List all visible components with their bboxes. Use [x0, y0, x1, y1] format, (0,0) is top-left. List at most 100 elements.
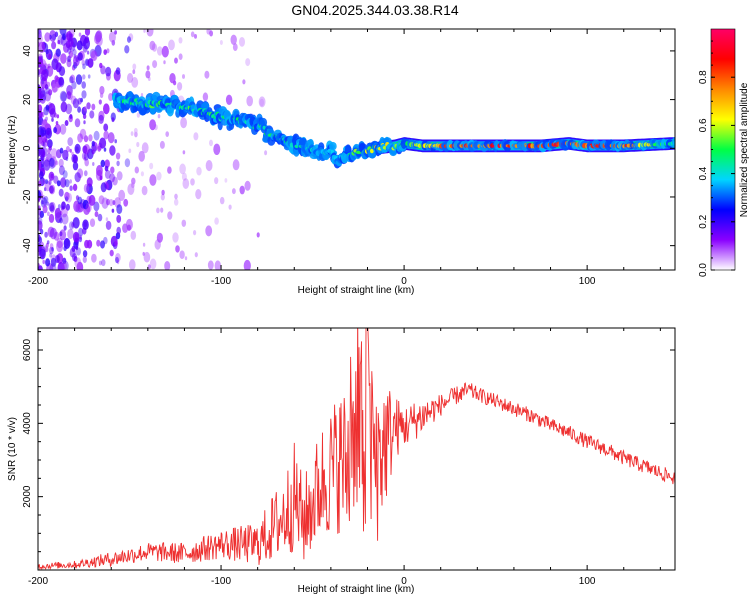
spectrogram-noise-blob — [214, 177, 219, 185]
spectrogram-noise-blob — [111, 117, 115, 123]
spectrogram-noise-blob — [100, 65, 106, 75]
spectrogram-noise-blob — [38, 136, 43, 144]
spectrogram-noise-blob — [38, 29, 42, 41]
spectrogram-noise-blob — [140, 93, 144, 97]
spectrogram-noise-blob — [69, 185, 73, 191]
spectrogram-noise-blob — [98, 99, 102, 105]
spectrogram-noise-blob — [58, 76, 64, 86]
spectrogram-noise-blob — [84, 158, 89, 167]
spectrogram-noise-blob — [74, 172, 81, 183]
spectrogram-noise-blob — [156, 46, 163, 56]
spectrogram-noise-blob — [56, 237, 63, 249]
spectrogram-noise-blob — [256, 232, 260, 238]
spectrogram-x-tick-label: 100 — [579, 276, 596, 287]
spectrogram-noise-blob — [205, 160, 213, 172]
spectrogram-noise-blob — [115, 256, 119, 264]
spectrogram-noise-blob — [138, 150, 145, 162]
spectrogram-noise-blob — [181, 172, 187, 181]
colorbar-tick-label: 0.2 — [698, 214, 709, 228]
spectrogram-noise-blob — [57, 39, 61, 45]
snr-marks — [38, 328, 675, 570]
spectrogram-noise-blob — [78, 32, 82, 37]
colorbar-tick-label: 0.0 — [698, 263, 709, 277]
spectrogram-noise-blob — [55, 48, 61, 57]
spectrogram-noise-blob — [142, 251, 145, 256]
spectrogram-noise-blob — [89, 110, 95, 119]
spectrogram-noise-blob — [103, 123, 109, 132]
spectrogram-noise-blob — [40, 127, 47, 137]
colorbar-label: Normalized spectral amplitude — [739, 82, 750, 217]
spectrogram-noise-blob — [84, 239, 90, 249]
spectrogram-noise-blob — [129, 259, 136, 270]
spectrogram-noise-blob — [38, 206, 42, 216]
spectrogram-noise-blob — [82, 256, 87, 263]
spectrogram-noise-blob — [38, 171, 44, 180]
spectrogram-noise-blob — [232, 188, 236, 195]
spectrogram-noise-blob — [43, 159, 51, 171]
spectrogram-noise-blob — [59, 229, 67, 241]
spectrogram-noise-blob — [74, 143, 81, 154]
spectrogram-noise-blob — [38, 92, 43, 104]
spectrogram-noise-blob — [149, 258, 157, 270]
snr-series-line — [38, 328, 675, 570]
colorbar-gradient — [710, 28, 736, 271]
spectrogram-noise-blob — [86, 177, 93, 187]
spectrogram-noise-blob — [66, 91, 72, 100]
spectrogram-noise-blob — [71, 245, 76, 252]
spectrogram-x-tick-label: -100 — [211, 276, 231, 287]
spectrogram-noise-blob — [213, 143, 221, 155]
spectrogram-noise-blob — [105, 66, 112, 77]
spectrogram-noise-blob — [116, 160, 120, 167]
spectrogram-noise-blob — [209, 139, 213, 147]
spectrogram-noise-blob — [46, 201, 50, 206]
spectrogram-noise-blob — [71, 81, 77, 90]
spectrogram-noise-blob — [207, 260, 214, 270]
spectrogram-noise-blob — [49, 253, 52, 258]
spectrogram-noise-blob — [115, 67, 121, 75]
spectrogram-noise-blob — [145, 70, 151, 79]
spectrogram-noise-blob — [47, 139, 53, 149]
spectrogram-noise-blob — [46, 130, 50, 136]
spectrogram-noise-blob — [131, 77, 139, 88]
spectrogram-noise-blob — [209, 30, 214, 37]
spectrogram-noise-blob — [45, 105, 50, 112]
spectrogram-noise-blob — [89, 218, 96, 227]
spectrogram-noise-blob — [160, 193, 165, 201]
spectrogram-x-axis-label: Height of straight line (km) — [298, 285, 415, 296]
colorbar-ticks: 0.0 0.2 0.4 0.6 0.8 — [698, 40, 735, 277]
spectrogram-noise-blob — [239, 185, 245, 195]
colorbar-tick-label: 0.4 — [698, 166, 709, 180]
spectrogram-noise-blob — [87, 58, 94, 68]
spectrogram-noise-blob — [42, 142, 46, 147]
spectrogram-noise-blob — [239, 37, 245, 47]
spectrogram-noise-blob — [38, 32, 41, 39]
spectrogram-noise-blob — [83, 183, 90, 193]
spectrogram-noise-blob — [99, 137, 107, 149]
spectrogram-noise-blob — [54, 210, 61, 221]
spectrogram-noise-blob — [41, 62, 44, 68]
spectrogram-noise-blob — [149, 162, 154, 170]
spectrogram-noise-blob — [93, 201, 100, 212]
spectrogram-noise-blob — [232, 159, 240, 171]
spectrogram-noise-blob — [41, 200, 44, 205]
spectrogram-noise-blob — [38, 233, 41, 243]
spectrogram-noise-blob — [73, 256, 78, 263]
spectrogram-noise-blob — [77, 196, 83, 205]
spectrogram-noise-blob — [72, 49, 77, 56]
spectrogram-noise-blob — [164, 261, 171, 270]
spectrogram-noise-blob — [174, 198, 179, 206]
spectrogram-noise-blob — [91, 140, 96, 147]
spectrogram-noise-blob — [83, 221, 88, 228]
spectrogram-noise-blob — [82, 74, 86, 80]
spectrogram-noise-blob — [52, 81, 59, 93]
spectrogram-noise-blob — [195, 189, 202, 200]
spectrogram-noise-blob — [72, 231, 80, 243]
colorbar-tick-label: 0.6 — [698, 118, 709, 132]
snr-y-tick-label: 6000 — [22, 338, 33, 361]
spectrogram-noise-blob — [49, 185, 54, 194]
spectrogram-noise-blob — [118, 189, 126, 201]
spectrogram-noise-blob — [72, 161, 79, 171]
spectrogram-noise-blob — [116, 214, 122, 223]
spectrogram-noise-blob — [132, 69, 136, 74]
spectrogram-noise-blob — [76, 40, 83, 51]
